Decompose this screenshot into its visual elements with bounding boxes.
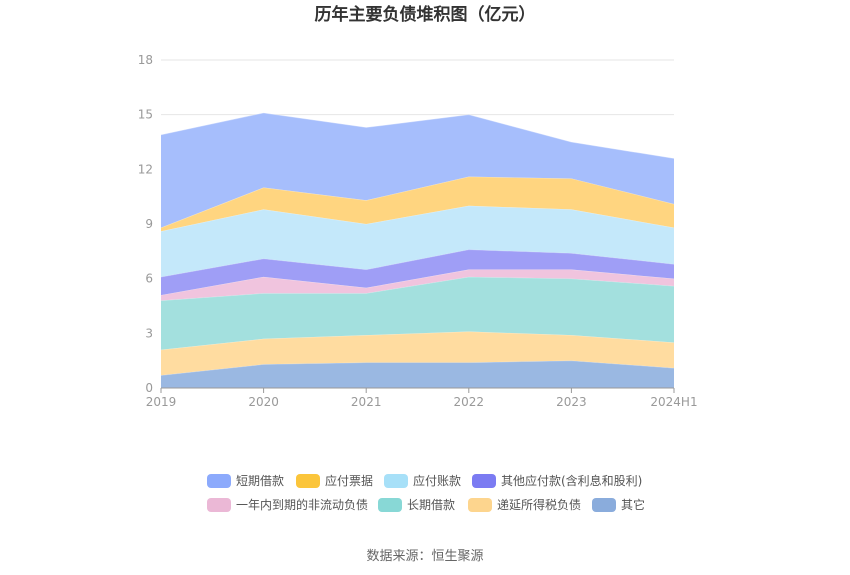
x-tick-label: 2023: [556, 395, 587, 409]
area-series-3: [161, 269, 674, 301]
area-series-7: [161, 112, 674, 228]
area-series-5: [161, 205, 674, 277]
legend-swatch: [207, 498, 231, 512]
legend-label: 其他应付款(含利息和股利): [501, 473, 642, 488]
legend-item[interactable]: 一年内到期的非流动负债: [207, 497, 368, 512]
legend-label: 递延所得税负债: [497, 497, 581, 512]
y-tick-label: 9: [145, 217, 153, 231]
y-tick-label: 12: [138, 162, 153, 176]
area-series-2: [161, 276, 674, 350]
chart-title: 历年主要负债堆积图（亿元）: [315, 4, 536, 25]
legend-label: 一年内到期的非流动负债: [236, 497, 368, 512]
legend-swatch: [378, 498, 402, 512]
area-series-4: [161, 249, 674, 296]
legend-label: 长期借款: [407, 498, 455, 512]
legend-swatch: [296, 474, 320, 488]
data-source: 数据来源：恒生聚源: [366, 549, 483, 564]
y-tick-label: 6: [145, 272, 153, 286]
x-tick-label: 2024H1: [650, 395, 697, 409]
x-tick-label: 2020: [248, 395, 279, 409]
legend-swatch: [468, 498, 492, 512]
legend-label: 短期借款: [236, 474, 284, 488]
legend-swatch: [472, 474, 496, 488]
legend-label: 应付账款: [413, 473, 461, 488]
area-series: [160, 112, 675, 388]
axes: 0 3 6 9 12 15 18 2019 2020 2021 2022 2023 2024H1: [138, 53, 698, 409]
legend-item[interactable]: 递延所得税负债: [468, 497, 581, 512]
legend-label: 应付票据: [325, 473, 373, 488]
x-tick-label: 2021: [351, 395, 382, 409]
legend-item[interactable]: 应付账款: [384, 473, 461, 488]
y-tick-label: 15: [138, 108, 153, 122]
legend-swatch: [592, 498, 616, 512]
legend-item[interactable]: 其他应付款(含利息和股利): [472, 473, 642, 488]
area-series-0: [161, 360, 674, 388]
y-tick-label: 0: [145, 381, 153, 395]
legend: 短期借款 应付票据 应付账款 其他应付款(含利息和股利) 一年内到期的非流动负债 长期借款…: [207, 473, 645, 512]
legend-swatch: [207, 474, 231, 488]
area-series-6: [161, 176, 674, 232]
x-tick-label: 2019: [146, 395, 177, 409]
legend-swatch: [384, 474, 408, 488]
legend-item[interactable]: 短期借款: [207, 474, 284, 488]
x-tick-label: 2022: [454, 395, 485, 409]
y-tick-label: 3: [145, 326, 153, 340]
legend-label: 其它: [621, 497, 645, 512]
area-series-edge-7: [160, 112, 675, 159]
legend-item[interactable]: 其它: [592, 497, 645, 512]
y-tick-label: 18: [138, 53, 153, 67]
legend-item[interactable]: 应付票据: [296, 473, 373, 488]
legend-item[interactable]: 长期借款: [378, 498, 455, 512]
area-series-1: [161, 331, 674, 376]
